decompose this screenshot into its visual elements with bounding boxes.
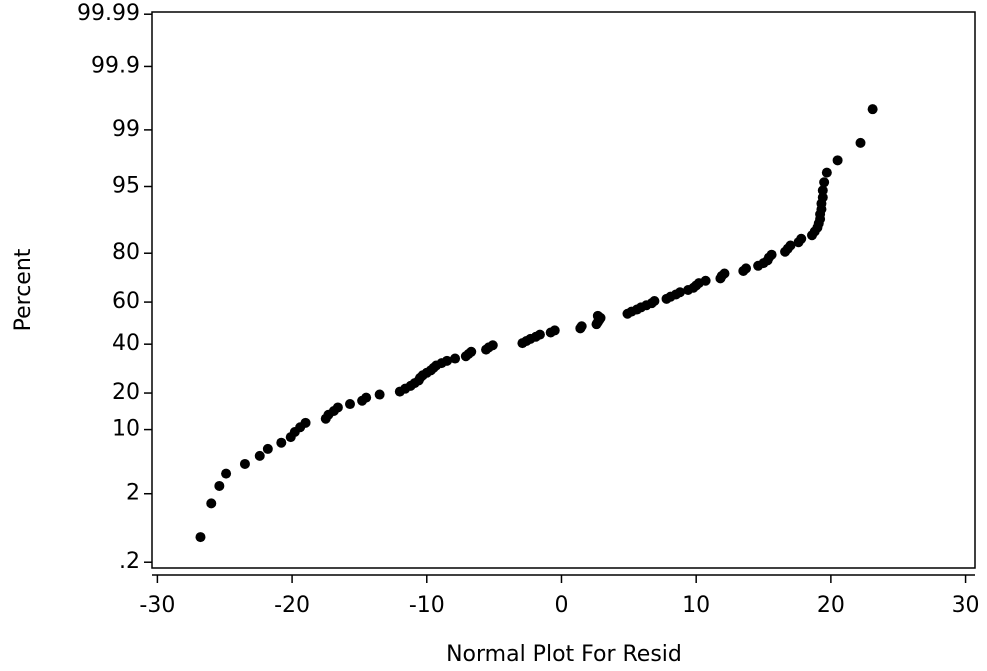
point: [262, 443, 273, 454]
point: [649, 296, 660, 307]
y-tick-label: 99.9: [91, 53, 140, 78]
point: [867, 104, 878, 115]
point: [221, 468, 232, 479]
point: [576, 321, 587, 332]
point: [821, 167, 832, 178]
point: [332, 402, 343, 413]
y-tick-label: 60: [112, 289, 140, 314]
x-tick-label: 30: [952, 593, 980, 618]
point: [549, 325, 560, 336]
point: [254, 450, 265, 461]
point: [441, 355, 452, 366]
point: [300, 417, 311, 428]
y-tick-label: 99.99: [77, 1, 140, 26]
point: [832, 155, 843, 166]
point: [741, 263, 752, 274]
y-axis-label: Percent: [11, 248, 36, 331]
point: [214, 480, 225, 491]
x-tick-label: -10: [409, 593, 445, 618]
point: [817, 192, 828, 203]
point: [785, 240, 796, 251]
plot-frame: [151, 11, 976, 569]
point: [719, 268, 730, 279]
point: [195, 532, 206, 543]
point: [276, 437, 287, 448]
point: [206, 498, 217, 509]
point: [450, 353, 461, 364]
y-tick-label: 20: [112, 380, 140, 405]
point: [796, 233, 807, 244]
point: [487, 340, 498, 351]
point: [534, 329, 545, 340]
point: [819, 177, 830, 188]
y-tick-label: .2: [119, 549, 140, 574]
point: [766, 249, 777, 260]
y-tick-label: 2: [126, 481, 140, 506]
x-tick-label: 20: [817, 593, 845, 618]
x-tick-label: -30: [139, 593, 175, 618]
y-tick-label: 10: [112, 417, 140, 442]
y-tick-label: 40: [112, 331, 140, 356]
x-tick-label: 0: [554, 593, 568, 618]
point: [239, 458, 250, 469]
point: [361, 392, 372, 403]
x-tick-label: -20: [274, 593, 310, 618]
point: [374, 389, 385, 400]
x-tick-label: 10: [682, 593, 710, 618]
y-tick-label: 95: [112, 173, 140, 198]
y-tick-label: 80: [112, 240, 140, 265]
point: [855, 137, 866, 148]
point: [817, 185, 828, 196]
point: [466, 346, 477, 357]
y-tick-label: 99: [112, 117, 140, 142]
point: [700, 275, 711, 286]
point: [675, 287, 686, 298]
x-axis-label: Normal Plot For Resid: [446, 642, 682, 667]
point: [345, 399, 356, 410]
point: [592, 310, 603, 321]
